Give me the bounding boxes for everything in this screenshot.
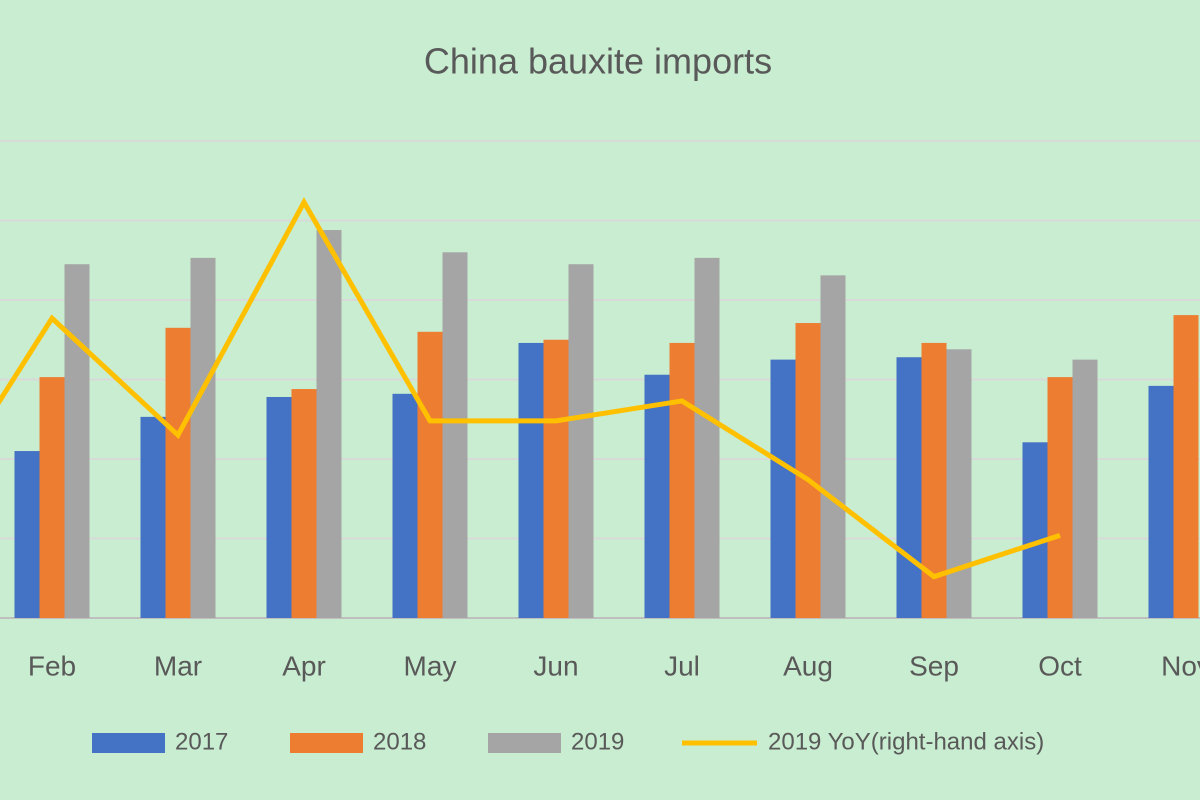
bar: [1173, 315, 1199, 618]
bar: [1148, 385, 1174, 618]
x-tick-label: May: [404, 650, 457, 681]
legend-swatch: [290, 733, 363, 753]
x-tick-label: Feb: [28, 650, 76, 681]
legend-label: 2018: [373, 728, 426, 755]
x-tick-label: Oct: [1038, 650, 1082, 681]
x-tick-label: Apr: [282, 650, 326, 681]
legend-swatch: [488, 733, 561, 753]
bar: [392, 393, 418, 618]
x-tick-label: Nov: [1161, 650, 1200, 681]
bar: [442, 252, 468, 619]
bar: [896, 357, 922, 618]
legend-label: 2017: [175, 728, 228, 755]
bar: [694, 257, 720, 618]
bar: [266, 396, 292, 618]
x-tick-label: Mar: [154, 650, 202, 681]
bar: [795, 323, 821, 618]
bar: [568, 264, 594, 618]
bar: [518, 342, 544, 618]
bar: [669, 342, 695, 618]
bar: [820, 275, 846, 618]
bar: [1022, 442, 1048, 618]
bar: [1047, 377, 1073, 618]
legend-label: 2019: [571, 728, 624, 755]
legend-swatch: [92, 733, 165, 753]
x-tick-label: Sep: [909, 650, 959, 681]
bar: [140, 416, 166, 618]
bar: [1072, 359, 1098, 618]
x-tick-label: Aug: [783, 650, 833, 681]
bar: [417, 331, 443, 618]
legend-label: 2019 YoY(right-hand axis): [768, 728, 1044, 755]
bar: [190, 257, 216, 618]
x-tick-label: Jul: [664, 650, 700, 681]
bar: [644, 374, 670, 618]
bar: [946, 349, 972, 618]
bar: [14, 451, 40, 618]
bar: [64, 264, 90, 618]
bar: [770, 359, 796, 618]
x-tick-label: Jun: [533, 650, 578, 681]
chart-title: China bauxite imports: [424, 41, 772, 82]
line: [0, 197, 1061, 580]
bar: [316, 230, 342, 619]
bar: [39, 377, 65, 618]
bar: [165, 327, 191, 618]
bar: [543, 339, 569, 618]
bar: [291, 389, 317, 618]
